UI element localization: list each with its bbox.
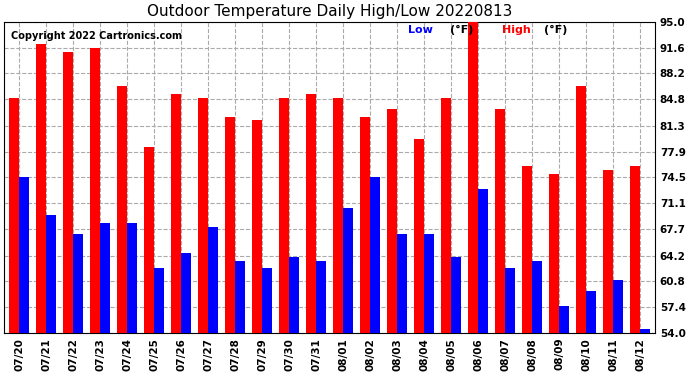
Bar <box>468 18 478 333</box>
Bar <box>387 109 397 333</box>
Bar <box>144 147 154 333</box>
Title: Outdoor Temperature Daily High/Low 20220813: Outdoor Temperature Daily High/Low 20220… <box>147 4 512 19</box>
Text: (°F): (°F) <box>544 25 568 35</box>
Bar <box>171 94 181 333</box>
Bar <box>603 170 613 333</box>
Bar <box>559 306 569 333</box>
Bar <box>640 329 651 333</box>
Text: Copyright 2022 Cartronics.com: Copyright 2022 Cartronics.com <box>10 31 181 41</box>
Bar <box>343 208 353 333</box>
Bar <box>441 98 451 333</box>
Text: (°F): (°F) <box>450 25 473 35</box>
Bar <box>359 117 370 333</box>
Bar <box>370 177 380 333</box>
Bar <box>127 223 137 333</box>
Bar <box>154 268 164 333</box>
Bar <box>225 117 235 333</box>
Bar <box>397 234 407 333</box>
Bar <box>46 215 57 333</box>
Bar <box>262 268 273 333</box>
Text: High: High <box>502 25 531 35</box>
Bar <box>100 223 110 333</box>
Bar <box>19 177 29 333</box>
Bar <box>90 48 100 333</box>
Bar <box>63 52 73 333</box>
Bar <box>505 268 515 333</box>
Bar <box>73 234 83 333</box>
Bar <box>630 166 640 333</box>
Bar <box>451 257 462 333</box>
Bar <box>549 174 559 333</box>
Bar <box>576 86 586 333</box>
Bar <box>235 261 246 333</box>
Bar <box>289 257 299 333</box>
Bar <box>478 189 489 333</box>
Bar <box>532 261 542 333</box>
Bar <box>333 98 343 333</box>
Bar <box>414 140 424 333</box>
Bar <box>198 98 208 333</box>
Bar <box>9 98 19 333</box>
Bar <box>279 98 289 333</box>
Bar <box>252 120 262 333</box>
Bar <box>36 45 46 333</box>
Text: Low: Low <box>408 25 433 35</box>
Bar <box>117 86 127 333</box>
Bar <box>181 253 191 333</box>
Bar <box>613 280 623 333</box>
Bar <box>522 166 532 333</box>
Bar <box>306 94 316 333</box>
Bar <box>316 261 326 333</box>
Bar <box>586 291 596 333</box>
Bar <box>424 234 434 333</box>
Bar <box>208 227 218 333</box>
Bar <box>495 109 505 333</box>
